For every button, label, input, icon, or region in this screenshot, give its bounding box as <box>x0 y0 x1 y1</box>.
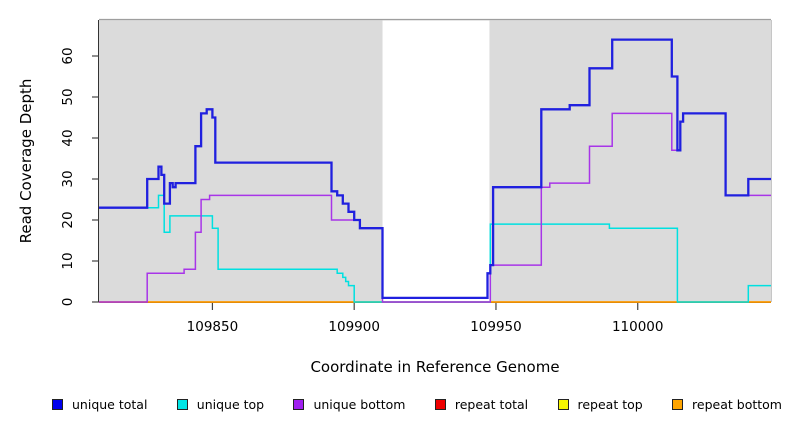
y-axis-title: Read Coverage Depth <box>17 79 35 244</box>
legend-item-repeat-total: repeat total <box>434 397 529 412</box>
legend-label: repeat top <box>577 397 643 412</box>
x-tick-label: 109950 <box>470 319 522 335</box>
repeat-top-swatch-icon <box>557 399 569 410</box>
legend-item-unique-bottom: unique bottom <box>293 397 406 412</box>
unique-bottom-swatch-icon <box>293 399 305 410</box>
legend-label: unique total <box>72 397 148 412</box>
x-tick-label: 109850 <box>187 319 239 335</box>
x-tick-label: 110000 <box>612 319 664 335</box>
legend-item-unique-total: unique total <box>52 397 147 412</box>
repeat-total-swatch-icon <box>434 399 446 410</box>
series-unique-total <box>99 38 771 300</box>
legend-label: unique top <box>196 397 265 412</box>
x-axis-title: Coordinate in Reference Genome <box>310 358 559 376</box>
legend-item-repeat-top: repeat top <box>557 397 643 412</box>
unique-total-swatch-icon <box>52 399 63 410</box>
chart-legend: unique total unique top unique bottom re… <box>0 397 792 412</box>
x-tick-label: 109900 <box>328 319 380 335</box>
legend-label: unique bottom <box>313 397 406 412</box>
y-tick-label: 30 <box>60 170 76 187</box>
coverage-plot-svg: 109850 109900 109950 110000 0 10 20 30 40 50 60 Re… <box>17 18 772 376</box>
unique-top-swatch-icon <box>176 399 188 410</box>
series-unique-top <box>99 194 771 303</box>
legend-item-unique-top: unique top <box>176 397 265 412</box>
y-tick-label: 0 <box>60 298 76 307</box>
legend-item-repeat-bottom: repeat bottom <box>672 397 782 412</box>
y-tick-label: 40 <box>60 129 76 146</box>
y-tick-label: 10 <box>60 252 76 269</box>
y-tick-label: 60 <box>60 47 76 64</box>
masked-region <box>382 20 490 302</box>
repeat-bottom-swatch-icon <box>672 399 684 410</box>
legend-label: repeat bottom <box>692 397 782 412</box>
chart-layers: 109850 109900 109950 110000 0 10 20 30 40 50 60 <box>60 18 772 335</box>
y-tick-label: 20 <box>60 211 76 228</box>
legend-label: repeat total <box>454 397 529 412</box>
y-tick-label: 50 <box>60 88 76 105</box>
